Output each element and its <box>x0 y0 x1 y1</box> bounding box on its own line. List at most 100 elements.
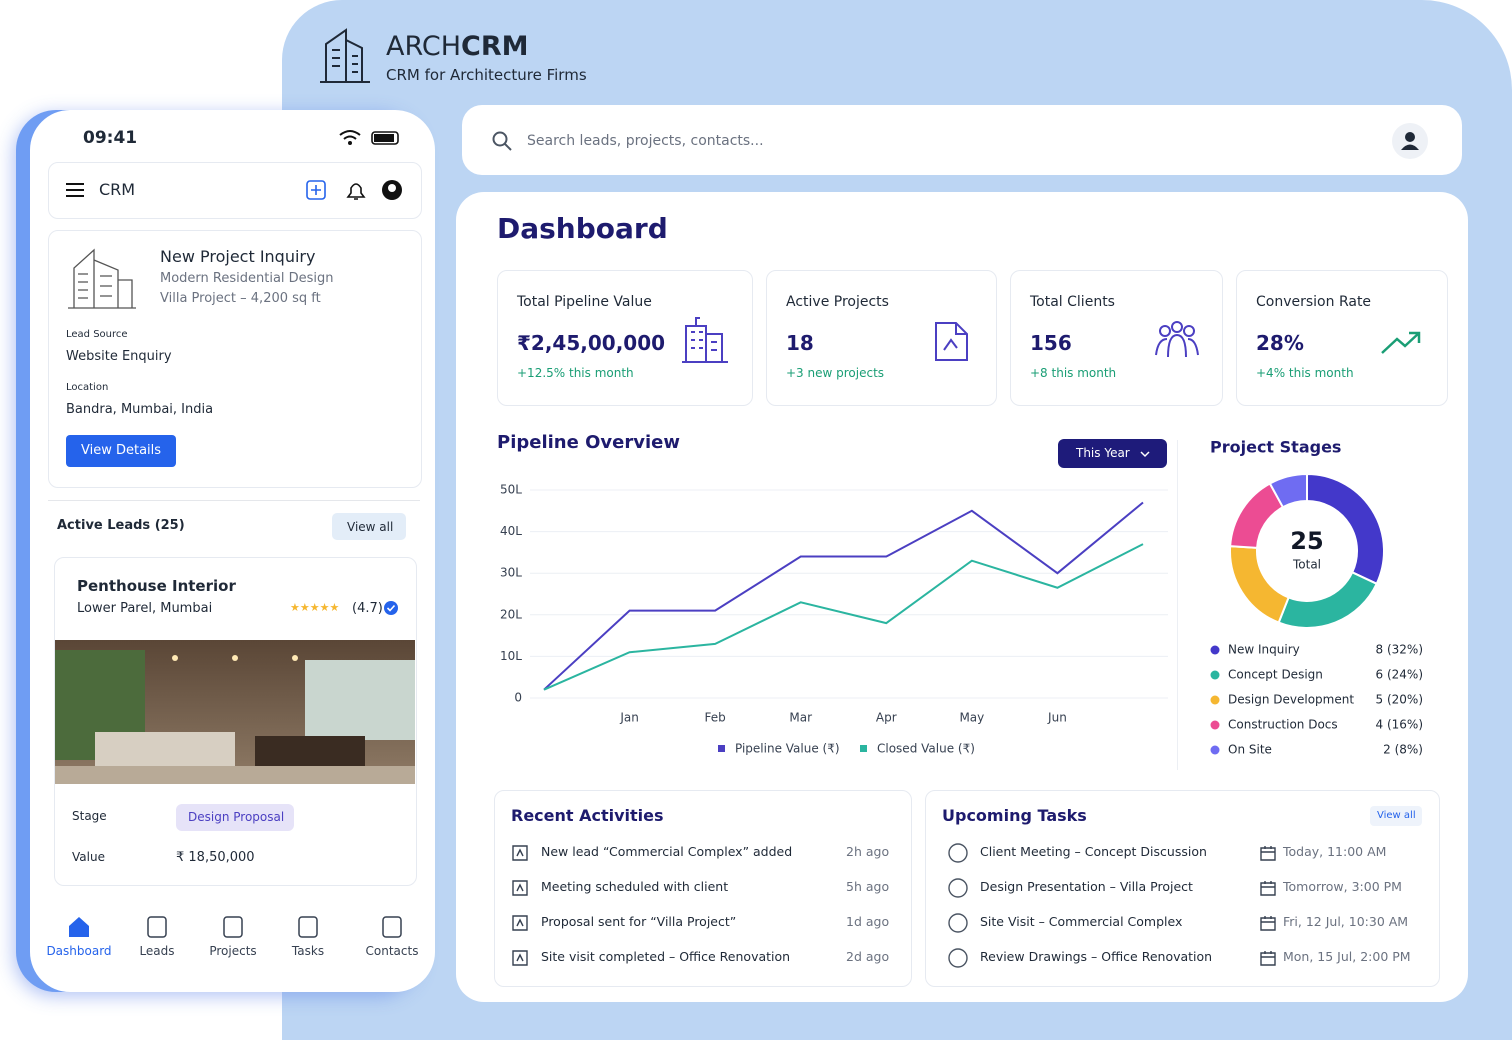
calendar-icon <box>1260 846 1276 861</box>
legend-swatch <box>860 745 867 752</box>
rating-stars: ★★★★★ <box>290 601 340 614</box>
legend-dot <box>1210 645 1220 655</box>
menu-icon[interactable] <box>66 182 84 198</box>
nav-icon <box>147 916 167 938</box>
task-text: Client Meeting – Concept Discussion <box>980 844 1207 859</box>
tasks-card <box>925 790 1440 987</box>
series-line <box>543 543 1144 691</box>
search-icon <box>492 131 512 151</box>
kpi-card <box>1010 270 1223 406</box>
nav-label[interactable]: Projects <box>209 944 257 958</box>
legend-value: 5 (20%) <box>1376 693 1423 707</box>
kpi-note: +8 this month <box>1030 366 1117 380</box>
task-time: Today, 11:00 AM <box>1283 844 1387 859</box>
field-label: Stage <box>72 809 107 823</box>
kpi-value: 156 <box>1030 331 1072 355</box>
y-tick-label: 50L <box>500 483 522 497</box>
view-details-button[interactable] <box>66 435 176 467</box>
status-icons <box>339 130 399 145</box>
filter-label: This Year <box>1076 446 1130 460</box>
x-tick-label: May <box>959 711 984 725</box>
nav-icon-shape <box>223 916 243 938</box>
status-time: 09:41 <box>83 128 138 148</box>
view-all-button[interactable] <box>332 513 406 540</box>
kpi-label: Active Projects <box>786 294 889 310</box>
nav-icon-shape <box>382 916 402 938</box>
x-tick-label: Jun <box>1047 711 1067 725</box>
kpi-card <box>497 270 753 406</box>
donut-segment <box>1229 545 1290 624</box>
task-checkbox <box>948 843 968 863</box>
x-tick-label: Jan <box>619 711 639 725</box>
donut-total-label: Total <box>1292 558 1321 572</box>
filter-dropdown[interactable] <box>1058 439 1167 468</box>
kpi-note: +3 new projects <box>786 366 885 380</box>
brand-logo <box>320 28 370 83</box>
nav-icon-shape <box>147 916 167 938</box>
task-checkbox <box>948 913 968 933</box>
legend-label: Closed Value (₹) <box>877 742 975 756</box>
legend-dot <box>1210 720 1220 730</box>
legend-swatch <box>718 745 725 752</box>
calendar-icon <box>1260 881 1276 896</box>
lead-rating: (4.7) <box>352 601 383 616</box>
nav-icon <box>69 917 89 937</box>
nav-icon <box>382 916 402 938</box>
activity-text: Site visit completed – Office Renovation <box>541 949 791 964</box>
nav-icon-shape <box>69 917 89 937</box>
legend-dot <box>1210 695 1220 705</box>
view-all-label: View all <box>347 520 394 534</box>
activity-icon <box>512 915 528 931</box>
task-time: Fri, 12 Jul, 10:30 AM <box>1283 914 1409 929</box>
legend-dot <box>1210 745 1220 755</box>
search-placeholder: Search leads, projects, contacts... <box>527 133 764 149</box>
field-value: ₹ 18,50,000 <box>176 850 255 865</box>
nav-label[interactable]: Tasks <box>291 944 325 958</box>
user-avatar[interactable] <box>1392 123 1428 159</box>
nav-label[interactable]: Dashboard <box>46 944 112 958</box>
activity-time: 2h ago <box>846 844 890 859</box>
nav-label[interactable]: Contacts <box>365 944 419 958</box>
brand-tagline: CRM for Architecture Firms <box>386 66 587 84</box>
legend-value: 2 (8%) <box>1383 743 1423 757</box>
series-line <box>543 501 1144 691</box>
task-checkbox <box>948 948 968 968</box>
kpi-note: +12.5% this month <box>517 366 634 380</box>
y-tick-label: 0 <box>514 691 522 705</box>
task-text: Site Visit – Commercial Complex <box>980 914 1183 929</box>
activity-time: 5h ago <box>846 879 890 894</box>
legend-value: 6 (24%) <box>1376 668 1423 682</box>
activity-text: Proposal sent for “Villa Project” <box>541 914 737 929</box>
activity-icon <box>512 950 528 966</box>
brand-light: ARCH <box>386 31 462 62</box>
kpi-label: Total Clients <box>1030 294 1115 310</box>
y-tick-label: 30L <box>500 566 522 580</box>
activity-icon <box>512 845 528 861</box>
kpi-note: +4% this month <box>1256 366 1354 380</box>
search-bar[interactable] <box>462 105 1462 175</box>
button-label: View Details <box>81 443 162 458</box>
divider <box>1177 440 1178 770</box>
brand-bold: CRM <box>461 31 529 62</box>
calendar-icon <box>1260 951 1276 966</box>
nav-label[interactable]: Leads <box>139 944 175 958</box>
donut-total: 25 <box>1290 527 1323 555</box>
kpi-label: Conversion Rate <box>1256 294 1372 310</box>
activity-time: 1d ago <box>846 914 890 929</box>
task-text: Review Drawings – Office Renovation <box>980 949 1213 964</box>
tasks-title: Upcoming Tasks <box>942 806 1087 825</box>
legend-value: 8 (32%) <box>1376 643 1423 657</box>
activity-icon <box>512 880 528 896</box>
legend-label: Concept Design <box>1228 668 1323 682</box>
brand-name: ARCHCRM <box>386 33 529 60</box>
activities-title: Recent Activities <box>511 806 664 825</box>
chart-title: Project Stages <box>1210 438 1341 457</box>
kpi-value: ₹2,45,00,000 <box>517 331 666 355</box>
legend-label: Pipeline Value (₹) <box>735 742 840 756</box>
app-title: CRM <box>99 180 136 199</box>
task-text: Design Presentation – Villa Project <box>980 879 1193 894</box>
view-all-button[interactable] <box>1370 806 1422 826</box>
dashboard-title: Dashboard <box>497 212 668 245</box>
header-icons[interactable] <box>305 178 405 202</box>
building-icon <box>68 248 136 309</box>
